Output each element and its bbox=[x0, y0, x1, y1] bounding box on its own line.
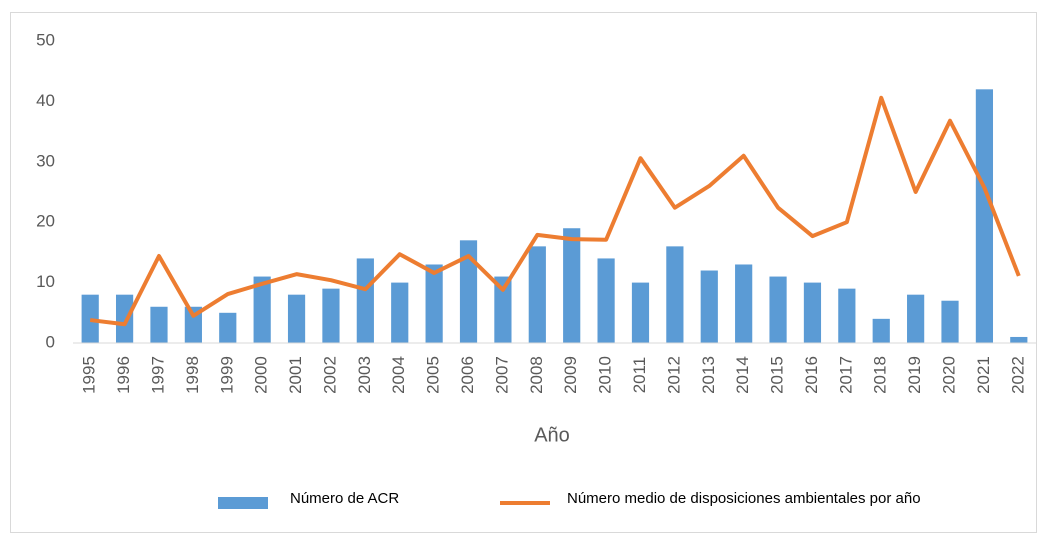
bar bbox=[115, 294, 134, 343]
x-tick-label: 1995 bbox=[80, 356, 99, 394]
bar bbox=[253, 276, 271, 343]
bar bbox=[700, 270, 718, 343]
bar bbox=[322, 288, 340, 343]
bar bbox=[184, 306, 202, 343]
x-tick-label: 2020 bbox=[940, 356, 959, 394]
y-tick-label: 0 bbox=[46, 332, 55, 351]
bar bbox=[666, 246, 684, 343]
x-tick-label: 2015 bbox=[768, 356, 787, 394]
legend-label: Número de ACR bbox=[290, 490, 399, 507]
x-tick-label: 2002 bbox=[320, 356, 339, 394]
x-tick-label: 2012 bbox=[664, 356, 683, 394]
bar bbox=[425, 264, 443, 343]
x-tick-label: 2003 bbox=[355, 356, 374, 394]
x-tick-label: 1996 bbox=[114, 356, 133, 394]
bar bbox=[81, 294, 99, 343]
chart-border bbox=[10, 12, 1037, 533]
y-tick-label: 40 bbox=[36, 91, 55, 110]
bar bbox=[769, 276, 787, 343]
x-tick-label: 1999 bbox=[217, 356, 236, 394]
x-tick-label: 2019 bbox=[905, 356, 924, 394]
bar bbox=[356, 258, 374, 343]
bar bbox=[975, 89, 994, 343]
y-tick-label: 50 bbox=[36, 30, 55, 49]
x-tick-label: 2009 bbox=[561, 356, 580, 394]
bar bbox=[838, 288, 856, 343]
x-tick-label: 2007 bbox=[492, 356, 511, 394]
x-tick-label: 2006 bbox=[458, 356, 477, 394]
bar bbox=[803, 282, 822, 343]
x-tick-label: 2018 bbox=[871, 356, 890, 394]
bar bbox=[735, 264, 753, 343]
x-tick-label: 2008 bbox=[527, 356, 546, 394]
x-tick-label: 2010 bbox=[596, 356, 615, 394]
bar bbox=[872, 318, 890, 343]
bar bbox=[563, 228, 581, 343]
bar bbox=[287, 294, 306, 343]
legend-label: Número medio de disposiciones ambientale… bbox=[567, 490, 921, 507]
x-tick-label: 2013 bbox=[699, 356, 718, 394]
x-tick-label: 1998 bbox=[183, 356, 202, 394]
x-tick-label: 2021 bbox=[974, 356, 993, 394]
x-tick-label: 2004 bbox=[389, 356, 408, 394]
bar bbox=[907, 294, 925, 343]
bar bbox=[1010, 336, 1028, 343]
x-tick-label: 1997 bbox=[148, 356, 167, 394]
x-axis-label: Año bbox=[534, 424, 570, 446]
line bbox=[89, 95, 1021, 327]
y-tick-label: 30 bbox=[36, 151, 55, 170]
x-tick-label: 2016 bbox=[802, 356, 821, 394]
bar bbox=[391, 282, 409, 343]
x-tick-label: 2017 bbox=[836, 356, 855, 394]
legend-swatch bbox=[218, 497, 268, 509]
bar bbox=[528, 246, 546, 343]
x-tick-label: 2014 bbox=[733, 356, 752, 394]
x-tick-label: 2001 bbox=[286, 356, 305, 394]
x-tick-label: 2011 bbox=[630, 357, 649, 394]
bar bbox=[597, 258, 615, 343]
bar bbox=[631, 282, 650, 343]
y-tick-label: 20 bbox=[36, 212, 55, 231]
bar bbox=[150, 306, 168, 343]
bar bbox=[494, 276, 512, 343]
bar bbox=[219, 312, 237, 343]
y-tick-label: 10 bbox=[36, 272, 55, 291]
x-tick-label: 2022 bbox=[1008, 356, 1027, 394]
x-tick-label: 2000 bbox=[252, 356, 271, 394]
x-tick-label: 2005 bbox=[424, 356, 443, 394]
bar bbox=[459, 240, 478, 343]
bar bbox=[941, 300, 959, 343]
